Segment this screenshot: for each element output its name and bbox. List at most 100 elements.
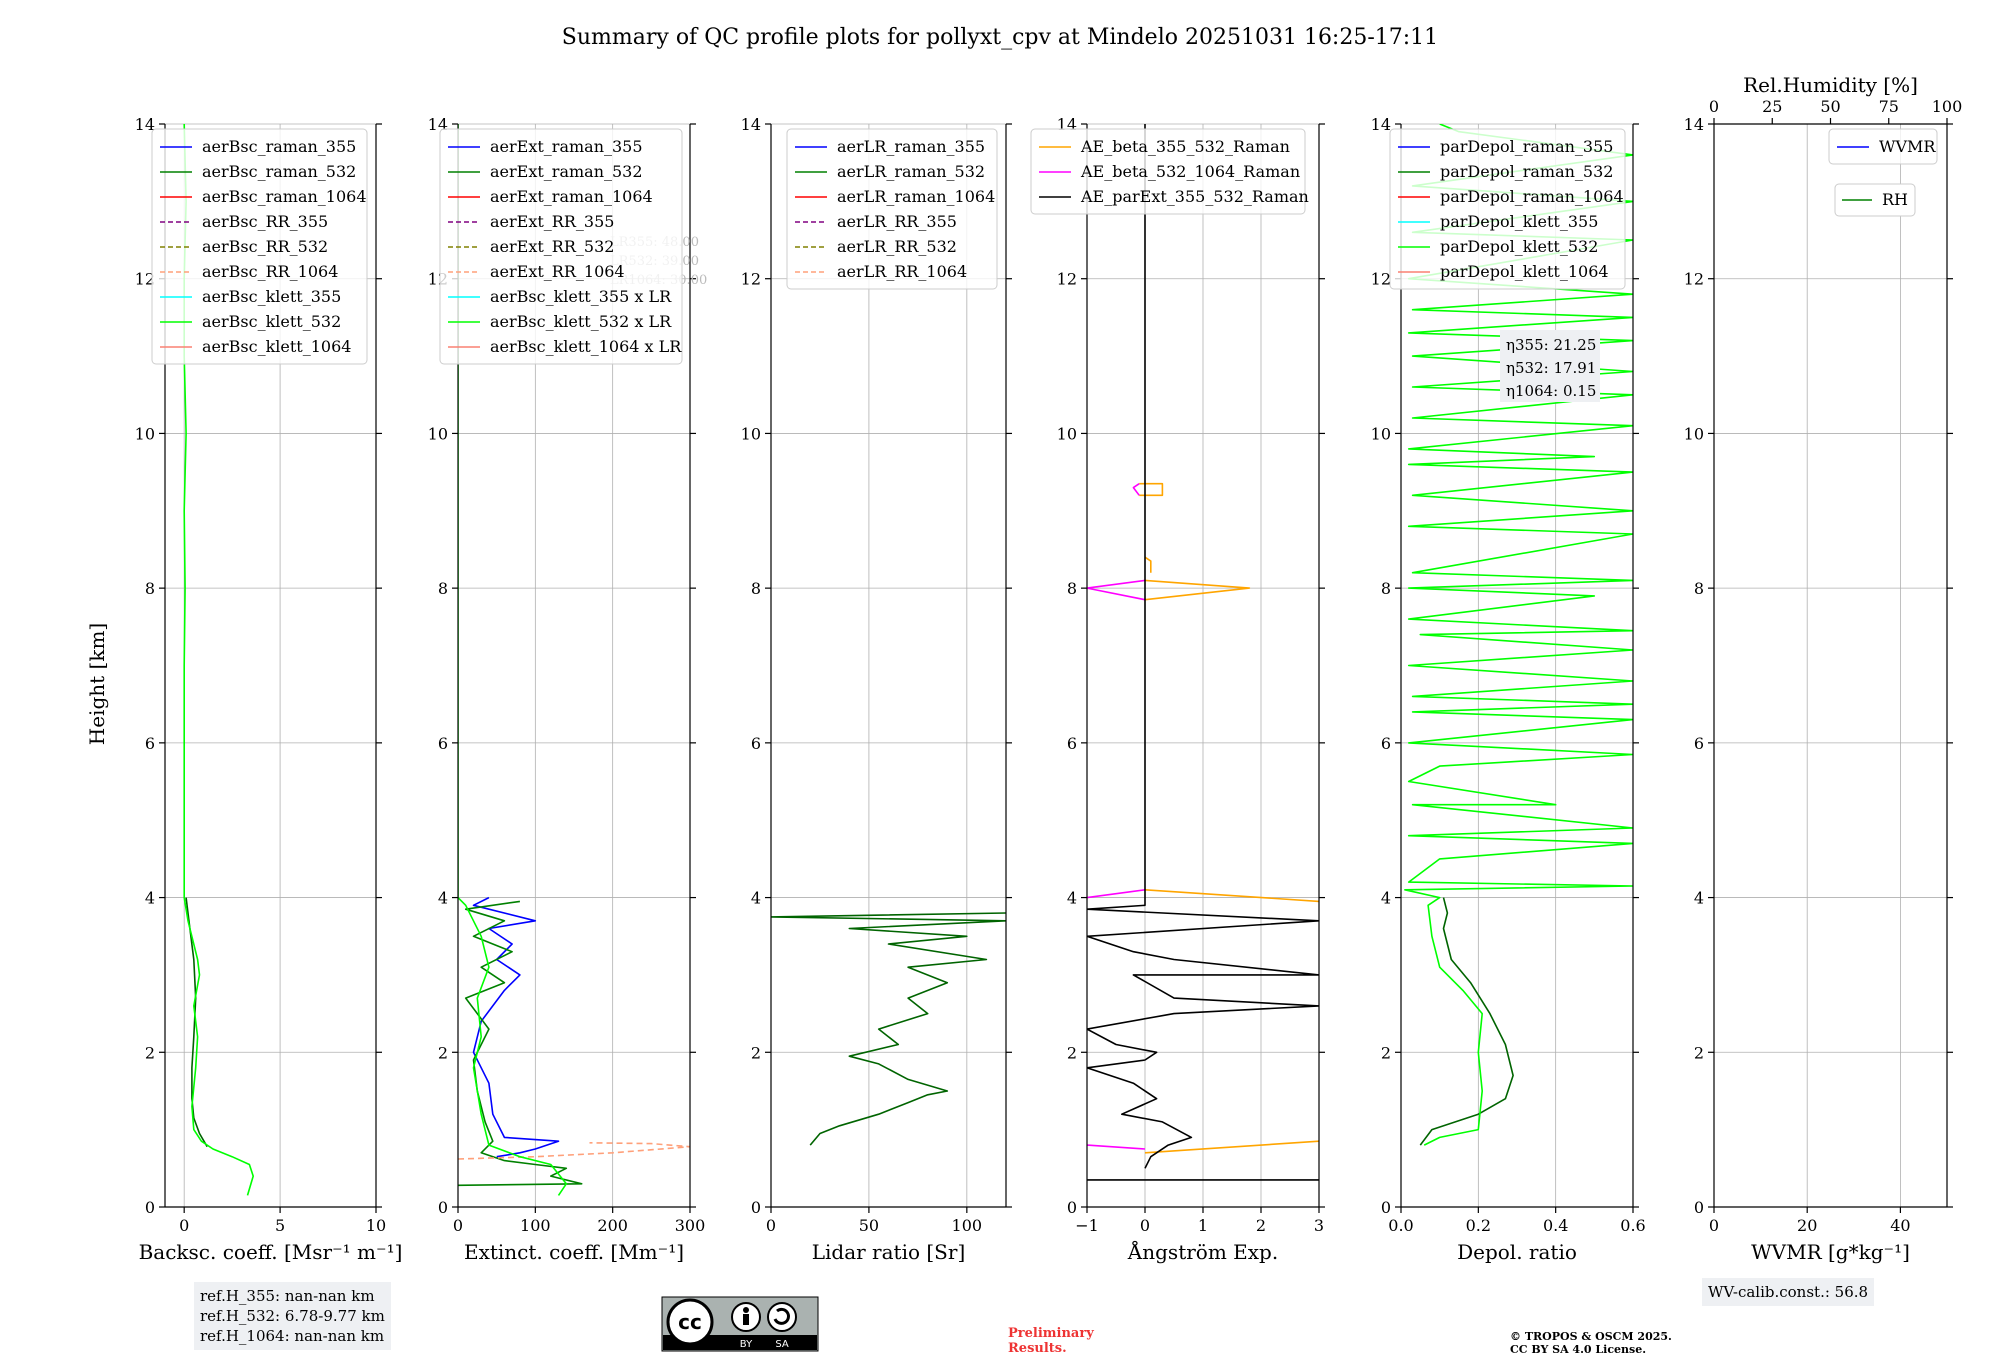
xtick-label: 1 xyxy=(1198,1216,1208,1235)
legend-depol: parDepol_raman_355 parDepol_raman_532 parD… xyxy=(1389,128,1626,290)
panel-wv: 0 2 4 6 8 10 12 14 0 20 40 WVMR [g*kg⁻¹] 0 25 50 75 100 R… xyxy=(1684,73,1963,1264)
top-x-axis-label: Rel.Humidity [%] xyxy=(1743,73,1918,97)
legend2-label: RH xyxy=(1882,190,1908,209)
x-axis-label: WVMR [g*kg⁻¹] xyxy=(1751,1240,1910,1264)
legend-label: aerBsc_raman_532 xyxy=(202,162,356,181)
legend-label: aerBsc_klett_355 x LR xyxy=(490,287,672,306)
ytick-label: 4 xyxy=(145,889,155,908)
series-bsc xyxy=(183,124,254,1196)
license-badge: cc BY SA xyxy=(661,1296,819,1352)
legend-label: parDepol_raman_1064 xyxy=(1440,187,1624,206)
eta-annotation: η1064: 0.15 xyxy=(1506,382,1596,400)
xtick-label: 0 xyxy=(453,1216,463,1235)
xtick-label: 50 xyxy=(859,1216,879,1235)
xtick-label: 5 xyxy=(275,1216,285,1235)
series-ext xyxy=(458,124,690,1196)
xtick-label: 300 xyxy=(675,1216,706,1235)
xtick-label: 100 xyxy=(520,1216,551,1235)
ytick-label: 6 xyxy=(1694,734,1704,753)
ytick-label: 12 xyxy=(135,270,155,289)
series-line xyxy=(1144,556,1152,573)
ytick-label: 10 xyxy=(1684,424,1704,443)
ytick-label: 4 xyxy=(751,889,761,908)
series-line xyxy=(1087,579,1146,601)
x-axis-label: Extinct. coeff. [Mm⁻¹] xyxy=(464,1240,684,1264)
sa-label: SA xyxy=(775,1339,789,1350)
legend-label: aerLR_raman_355 xyxy=(837,137,985,156)
ytick-label: 14 xyxy=(135,115,155,134)
series-ae xyxy=(1087,124,1319,1181)
legend-box xyxy=(151,128,368,365)
legend-label: aerExt_RR_532 xyxy=(490,237,614,256)
ytick-label: 14 xyxy=(1684,115,1704,134)
ytick-label: 6 xyxy=(145,734,155,753)
legend-label: aerExt_RR_355 xyxy=(490,212,614,231)
reference-heights-box: ref.H_355: nan-nan km ref.H_532: 6.78-9.… xyxy=(194,1282,391,1350)
series-line xyxy=(458,900,583,1187)
ytick-label: 8 xyxy=(1067,579,1077,598)
ref-height-355: ref.H_355: nan-nan km xyxy=(200,1287,375,1305)
ytick-label: 8 xyxy=(438,579,448,598)
ytick-label: 10 xyxy=(1057,424,1077,443)
top-xtick-label: 100 xyxy=(1932,97,1963,116)
figure-title: Summary of QC profile plots for pollyxt_… xyxy=(562,25,1438,50)
legend-label: aerExt_raman_532 xyxy=(490,162,643,181)
legend-label: parDepol_raman_355 xyxy=(1440,137,1613,156)
legend-label: aerBsc_RR_1064 xyxy=(202,262,338,281)
x-axis-label: Backsc. coeff. [Msr⁻¹ m⁻¹] xyxy=(139,1240,403,1264)
ref-height-1064: ref.H_1064: nan-nan km xyxy=(200,1327,385,1345)
legend-label: aerBsc_klett_355 xyxy=(202,287,341,306)
legend-label: aerBsc_RR_355 xyxy=(202,212,328,231)
series-lr xyxy=(771,912,1006,1146)
series-line xyxy=(1144,889,1319,903)
top-xtick-label: 75 xyxy=(1879,97,1899,116)
ytick-label: 12 xyxy=(1371,270,1391,289)
top-xtick-label: 50 xyxy=(1820,97,1840,116)
legend-label: AE_parExt_355_532_Raman xyxy=(1080,187,1309,206)
preliminary-line-1: Preliminary xyxy=(1008,1326,1094,1341)
series-line xyxy=(1087,889,1146,899)
ytick-label: 4 xyxy=(1067,889,1077,908)
legend-box xyxy=(1828,128,1938,165)
ytick-label: 6 xyxy=(751,734,761,753)
legend-label: aerLR_RR_1064 xyxy=(837,262,967,281)
legend-label: aerBsc_raman_1064 xyxy=(202,187,367,206)
series-line xyxy=(1139,482,1164,497)
xtick-label: 0 xyxy=(766,1216,776,1235)
legend-label: aerBsc_RR_532 xyxy=(202,237,328,256)
ytick-label: 0 xyxy=(751,1198,761,1217)
series-line xyxy=(1087,1144,1146,1150)
eta-annotation: η532: 17.91 xyxy=(1506,359,1596,377)
x-axis-label: Lidar ratio [Sr] xyxy=(812,1240,966,1264)
sa-icon xyxy=(767,1302,797,1332)
ytick-label: 14 xyxy=(1371,115,1391,134)
series-line xyxy=(183,124,254,1196)
legend-label: aerExt_raman_355 xyxy=(490,137,643,156)
ytick-label: 4 xyxy=(1381,889,1391,908)
legend-label: aerBsc_raman_355 xyxy=(202,137,356,156)
series-line xyxy=(472,896,560,1158)
preliminary-results-note: Preliminary Results. xyxy=(1008,1326,1094,1356)
ytick-label: 8 xyxy=(751,579,761,598)
ytick-label: 0 xyxy=(1694,1198,1704,1217)
xtick-label: 0 xyxy=(1140,1216,1150,1235)
ytick-label: 6 xyxy=(1067,734,1077,753)
legend-label: aerLR_raman_1064 xyxy=(837,187,995,206)
legend-label: aerBsc_klett_532 x LR xyxy=(490,312,672,331)
ytick-label: 4 xyxy=(438,889,448,908)
legend-box xyxy=(439,128,683,365)
legend-ext: aerExt_raman_355 aerExt_raman_532 aerExt_r… xyxy=(439,128,683,365)
ytick-label: 0 xyxy=(1381,1198,1391,1217)
ytick-label: 10 xyxy=(741,424,761,443)
series-line xyxy=(1419,897,1514,1146)
ytick-label: 2 xyxy=(1694,1043,1704,1062)
legend-box xyxy=(1030,128,1306,215)
legend-label: aerLR_RR_355 xyxy=(837,212,957,231)
top-xtick-label: 0 xyxy=(1709,97,1719,116)
xtick-label: 0 xyxy=(179,1216,189,1235)
ytick-label: 10 xyxy=(428,424,448,443)
legend-box xyxy=(786,128,998,290)
